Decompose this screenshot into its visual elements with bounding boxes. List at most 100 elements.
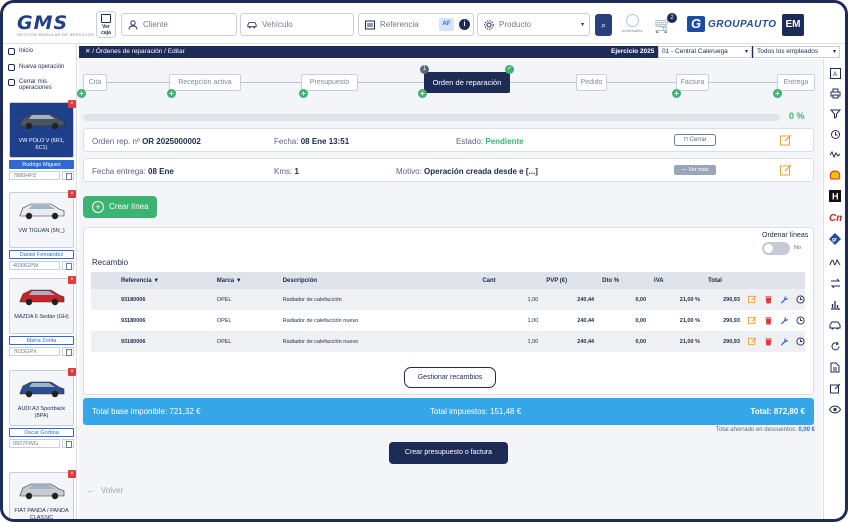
orden-numero: Orden rep. nº OR 2025000002 xyxy=(92,137,201,146)
add-cita-icon[interactable]: + xyxy=(77,89,86,98)
step-entrega[interactable]: Entrega xyxy=(777,74,815,91)
print-icon[interactable] xyxy=(828,86,842,100)
driver-name[interactable]: Daniel Fernández xyxy=(9,250,74,259)
vehiculo-field[interactable]: Vehículo xyxy=(240,13,354,36)
vehicle-card[interactable]: MAZDA 6 Sedán (GH) × María Zorita 7633GPX xyxy=(9,276,76,356)
volver-link[interactable]: ← Volver xyxy=(87,486,124,495)
wave-icon[interactable] xyxy=(828,147,842,161)
step-orden-reparacion[interactable]: Orden de reparación xyxy=(424,72,510,93)
close-icon[interactable]: × xyxy=(68,368,76,376)
vehicle-thumbnail[interactable]: VW POLO V (6R1, 6C1) × xyxy=(9,100,76,158)
wrench-icon[interactable] xyxy=(780,316,789,325)
close-icon[interactable]: × xyxy=(68,100,76,108)
plate-row: 0927FWG xyxy=(9,439,74,448)
transfer-icon[interactable] xyxy=(828,276,842,290)
vehicle-card[interactable]: VW POLO V (6R1, 6C1) × Rodrigo Miguez 7880H… xyxy=(9,100,76,180)
table-row[interactable]: 93180006 OPEL Radiador de calefacción 1,00 2… xyxy=(91,289,805,310)
clock-icon[interactable] xyxy=(796,295,805,304)
copy-icon[interactable] xyxy=(62,261,74,270)
vehicle-card[interactable]: AUDI A3 Sportback (8PA) × Oscar Gorboa 0927… xyxy=(9,368,76,448)
edit-icon[interactable] xyxy=(747,316,757,325)
table-row[interactable]: 93180006 OPEL Radiador de calefacción nuev… xyxy=(91,331,805,352)
driver-name[interactable]: María Zorita xyxy=(9,336,74,345)
af-toggle[interactable]: AF xyxy=(439,18,454,31)
sidebar-item-nueva-operacion[interactable]: Nueva operación xyxy=(8,64,64,71)
vehicle-card[interactable]: FIAT PANDA / PANDA CLASSIC × xyxy=(9,470,76,519)
empleados-select[interactable]: Todos los empleados ▾ xyxy=(753,46,840,58)
info-icon[interactable]: i xyxy=(459,19,470,30)
cm-brand-icon[interactable]: Cm xyxy=(828,210,842,224)
add-orden-icon[interactable]: + xyxy=(418,89,427,98)
sidebar-item-cerrar-operaciones[interactable]: Cerrar mis operaciones xyxy=(8,79,74,91)
vehicle-icon[interactable] xyxy=(828,318,842,332)
table-body: 93180006 OPEL Radiador de calefacción 1,00 2… xyxy=(91,289,805,352)
close-icon[interactable]: × xyxy=(68,276,76,284)
close-icon[interactable]: × xyxy=(68,470,76,478)
universales-button[interactable]: Universales xyxy=(618,14,646,36)
ver-mas-button[interactable]: — Ver más xyxy=(674,165,716,175)
clock-icon[interactable] xyxy=(796,316,805,325)
gr-brand-icon[interactable]: gr xyxy=(828,232,842,246)
history-icon[interactable] xyxy=(828,127,842,141)
plus-icon xyxy=(8,64,15,71)
vehicle-thumbnail[interactable]: MAZDA 6 Sedán (GH) × xyxy=(9,276,76,334)
cerrar-button[interactable]: ⊓ Cerrar xyxy=(674,134,716,146)
trash-icon[interactable] xyxy=(764,295,773,304)
vehicle-thumbnail[interactable]: FIAT PANDA / PANDA CLASSIC × xyxy=(9,470,76,519)
referencia-field[interactable]: Referencia xyxy=(358,13,474,36)
document-icon[interactable] xyxy=(828,360,842,374)
step-factura[interactable]: Factura xyxy=(676,74,709,91)
shell-icon[interactable] xyxy=(828,168,842,182)
total-impuestos: Total impuestos: 151,48 € xyxy=(430,407,522,416)
sidebar-item-inicio[interactable]: Inicio xyxy=(8,48,33,55)
vehicle-thumbnail[interactable]: VW TIGUAN (5N_) × xyxy=(9,190,76,248)
eye-icon[interactable] xyxy=(828,402,842,416)
search-button[interactable]: ⌕ xyxy=(595,14,612,36)
table-row[interactable]: 93180006 OPEL Radiador de calefacción nuev… xyxy=(91,310,805,331)
col-referencia[interactable]: Referencia ▼ xyxy=(118,272,215,289)
copy-icon[interactable] xyxy=(62,347,74,356)
cliente-field[interactable]: Cliente xyxy=(121,13,237,36)
trash-icon[interactable] xyxy=(764,337,773,346)
step-cita[interactable]: Cita xyxy=(83,74,107,91)
edit-icon[interactable] xyxy=(828,381,842,395)
ordenar-toggle[interactable] xyxy=(762,242,790,255)
gms-logo[interactable]: GMS GESTIÓN MODULAR DE SERVICIOS xyxy=(17,12,95,37)
crear-linea-button[interactable]: + Crear línea xyxy=(83,196,157,218)
add-recepcion-icon[interactable]: + xyxy=(167,89,176,98)
add-factura-icon[interactable]: + xyxy=(672,89,681,98)
clock-icon[interactable] xyxy=(796,337,805,346)
wrench-icon[interactable] xyxy=(780,295,789,304)
trash-icon[interactable] xyxy=(764,316,773,325)
producto-select[interactable]: Producto ▾ xyxy=(477,13,590,36)
edit-icon[interactable] xyxy=(747,337,757,346)
col-marca[interactable]: Marca ▼ xyxy=(214,272,281,289)
edit-order-icon[interactable] xyxy=(780,134,792,146)
driver-name[interactable]: Oscar Gorboa xyxy=(9,428,74,437)
edit-icon[interactable] xyxy=(747,295,757,304)
wrench-icon[interactable] xyxy=(780,337,789,346)
add-presupuesto-icon[interactable]: + xyxy=(299,89,308,98)
close-icon[interactable]: × xyxy=(68,190,76,198)
copy-icon[interactable] xyxy=(62,439,74,448)
vehicle-thumbnail[interactable]: AUDI A3 Sportback (8PA) × xyxy=(9,368,76,426)
centro-select[interactable]: 01 - Central Caleruega ▾ xyxy=(658,46,752,58)
copy-icon[interactable] xyxy=(62,171,74,180)
translate-icon[interactable]: A xyxy=(828,66,842,80)
step-pedido[interactable]: Pedido xyxy=(576,74,607,91)
crear-presupuesto-button[interactable]: Crear presupuesto o factura xyxy=(389,442,508,464)
step-presupuesto[interactable]: Presupuesto xyxy=(301,74,358,91)
edit-details-icon[interactable] xyxy=(780,164,792,176)
refresh-icon[interactable] xyxy=(828,339,842,353)
driver-name[interactable]: Rodrigo Miguez xyxy=(9,160,74,169)
ver-caja-button[interactable]: Ver caja xyxy=(96,11,116,38)
bar-chart-icon[interactable] xyxy=(828,297,842,311)
h-brand-icon[interactable]: H xyxy=(828,189,842,203)
vehicle-card[interactable]: VW TIGUAN (5N_) × Daniel Fernández 4039GPW xyxy=(9,190,76,270)
user-avatar[interactable]: EM xyxy=(782,14,804,36)
step-recepcion[interactable]: Recepción activa xyxy=(169,74,241,91)
gestionar-recambios-button[interactable]: Gestionar recambios xyxy=(404,367,496,388)
filter-icon[interactable] xyxy=(828,106,842,120)
signature-icon[interactable] xyxy=(828,254,842,268)
add-entrega-icon[interactable]: + xyxy=(773,89,782,98)
